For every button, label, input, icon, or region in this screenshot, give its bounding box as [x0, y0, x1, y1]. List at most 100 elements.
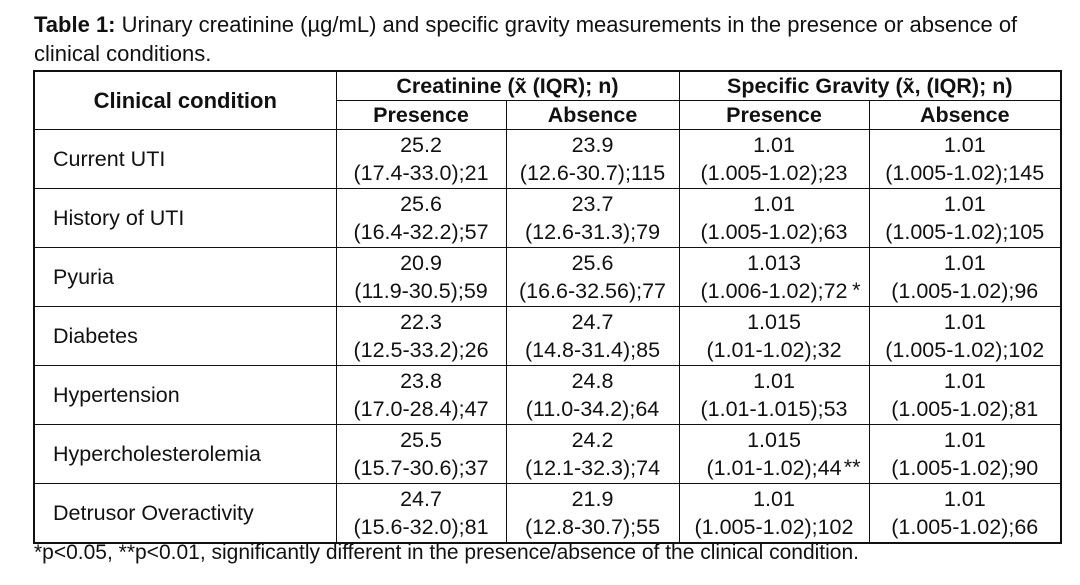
value-cell: 1.01 (1.005-1.02);102	[868, 306, 1062, 366]
data-table: Clinical condition Creatinine (x̃ (IQR);…	[33, 70, 1062, 544]
median: 24.7	[571, 310, 614, 334]
table-row: Current UTI 25.2 (17.4-33.0);21 23.9 (12.6-3…	[33, 129, 1062, 189]
caption-text: Urinary creatinine (µg/mL) and specific …	[34, 12, 1018, 66]
value-cell: 22.3 (12.5-33.2);26	[335, 306, 507, 366]
sub-header: Absence	[505, 100, 680, 130]
median: 1.015	[747, 428, 801, 452]
sub-header: Presence	[335, 100, 507, 130]
median: 1.01	[753, 369, 795, 393]
iqr-n: (1.005-1.02);63	[700, 220, 848, 244]
iqr-n: (1.01-1.015);53	[700, 397, 848, 421]
value-cell: 1.015 (1.01-1.02);32	[678, 306, 870, 366]
iqr-n: (1.005-1.02);102	[885, 338, 1045, 362]
value-cell: 1.013 (1.006-1.02);72 *	[678, 247, 870, 307]
table-body: Current UTI 25.2 (17.4-33.0);21 23.9 (12.6-3…	[33, 129, 1062, 544]
value-cell: 24.8 (11.0-34.2);64	[505, 365, 680, 425]
iqr-n: (1.005-1.02);66	[891, 515, 1039, 539]
sub-header: Absence	[868, 100, 1062, 130]
median: 21.9	[571, 487, 614, 511]
iqr-n: (14.8-31.4);85	[524, 338, 661, 362]
median: 25.6	[571, 251, 614, 275]
condition-cell: Current UTI	[33, 129, 337, 189]
value-cell: 1.01 (1.005-1.02);23	[678, 129, 870, 189]
median: 1.01	[943, 251, 986, 275]
iqr-n: (12.1-32.3);74	[524, 456, 661, 480]
median: 25.5	[400, 428, 442, 452]
value-cell: 24.7 (14.8-31.4);85	[505, 306, 680, 366]
iqr-n: (1.005-1.02);96	[891, 279, 1039, 303]
table-row: Hypertension 23.8 (17.0-28.4);47 24.8 (11.0-…	[33, 365, 1062, 425]
value-cell: 21.9 (12.8-30.7);55	[505, 483, 680, 544]
iqr-n: (1.005-1.02);90	[891, 456, 1039, 480]
group-header: Specific Gravity (x̃, (IQR); n)	[678, 70, 1062, 101]
value-cell: 1.01 (1.005-1.02);96	[868, 247, 1062, 307]
condition-cell: Hypertension	[33, 365, 337, 425]
value-cell: 25.2 (17.4-33.0);21	[335, 129, 507, 189]
median: 23.8	[400, 369, 442, 393]
iqr-n: (12.6-30.7);115	[519, 161, 666, 185]
condition-cell: History of UTI	[33, 188, 337, 248]
table-row: History of UTI 25.6 (16.4-32.2);57 23.7 (12.…	[33, 188, 1062, 248]
iqr-n: (17.4-33.0);21	[353, 161, 489, 185]
caption: Table 1: Urinary creatinine (µg/mL) and …	[34, 10, 1044, 68]
caption-label: Table 1:	[34, 12, 116, 37]
table-row: Hypercholesterolemia 25.5 (15.7-30.6);37 24…	[33, 424, 1062, 484]
condition-cell: Hypercholesterolemia	[33, 424, 337, 484]
median: 1.01	[753, 133, 795, 157]
footnote: *p<0.05, **p<0.01, significantly differe…	[34, 541, 859, 564]
value-cell: 24.7 (15.6-32.0);81	[335, 483, 507, 544]
iqr-n: (1.005-1.02);102	[694, 515, 854, 539]
median: 1.01	[753, 192, 795, 216]
median: 1.015	[747, 310, 801, 334]
significance-mark: **	[843, 455, 861, 479]
median: 1.01	[943, 369, 986, 393]
value-cell: 1.01 (1.01-1.015);53	[678, 365, 870, 425]
table-row: Detrusor Overactivity 24.7 (15.6-32.0);81 2…	[33, 483, 1062, 544]
group-header: Creatinine (x̃ (IQR); n)	[335, 70, 680, 101]
corner-header: Clinical condition	[33, 70, 337, 130]
iqr-n: (11.9-30.5);59	[354, 279, 488, 303]
value-cell: 20.9 (11.9-30.5);59	[335, 247, 507, 307]
value-cell: 1.015 (1.01-1.02);44 **	[678, 424, 870, 484]
median: 1.01	[753, 487, 795, 511]
iqr-n: (1.01-1.02);32	[706, 338, 842, 362]
median: 1.01	[943, 487, 986, 511]
median: 1.01	[943, 192, 986, 216]
sub-header: Presence	[678, 100, 870, 130]
median: 1.01	[943, 133, 986, 157]
iqr-n: (1.005-1.02);145	[885, 161, 1045, 185]
iqr-n: (1.006-1.02);72	[700, 279, 848, 303]
iqr-n: (1.005-1.02);23	[700, 161, 848, 185]
iqr-n: (16.4-32.2);57	[353, 220, 489, 244]
value-cell: 1.01 (1.005-1.02);81	[868, 365, 1062, 425]
iqr-n: (17.0-28.4);47	[353, 397, 489, 421]
median: 20.9	[400, 251, 442, 275]
iqr-n: (1.005-1.02);81	[891, 397, 1039, 421]
median: 23.9	[571, 133, 614, 157]
value-cell: 1.01 (1.005-1.02);63	[678, 188, 870, 248]
median: 1.013	[747, 251, 801, 275]
value-cell: 1.01 (1.005-1.02);90	[868, 424, 1062, 484]
iqr-n: (12.5-33.2);26	[353, 338, 489, 362]
median: 1.01	[943, 428, 986, 452]
significance-mark: *	[852, 278, 861, 302]
median: 22.3	[400, 310, 442, 334]
condition-cell: Pyuria	[33, 247, 337, 307]
value-cell: 25.5 (15.7-30.6);37	[335, 424, 507, 484]
iqr-n: (16.6-32.56);77	[518, 279, 666, 303]
value-cell: 25.6 (16.6-32.56);77	[505, 247, 680, 307]
table-row: Pyuria 20.9 (11.9-30.5);59 25.6 (16.6-32.56)…	[33, 247, 1062, 307]
value-cell: 1.01 (1.005-1.02);145	[868, 129, 1062, 189]
iqr-n: (15.7-30.6);37	[353, 456, 489, 480]
value-cell: 25.6 (16.4-32.2);57	[335, 188, 507, 248]
iqr-n: (1.01-1.02);44	[706, 456, 842, 480]
value-cell: 1.01 (1.005-1.02);66	[868, 483, 1062, 544]
iqr-n: (11.0-34.2);64	[525, 397, 660, 421]
value-cell: 23.8 (17.0-28.4);47	[335, 365, 507, 425]
condition-cell: Diabetes	[33, 306, 337, 366]
iqr-n: (12.8-30.7);55	[524, 515, 661, 539]
median: 24.7	[400, 487, 442, 511]
value-cell: 24.2 (12.1-32.3);74	[505, 424, 680, 484]
table-row: Diabetes 22.3 (12.5-33.2);26 24.7 (14.8-31.4…	[33, 306, 1062, 366]
